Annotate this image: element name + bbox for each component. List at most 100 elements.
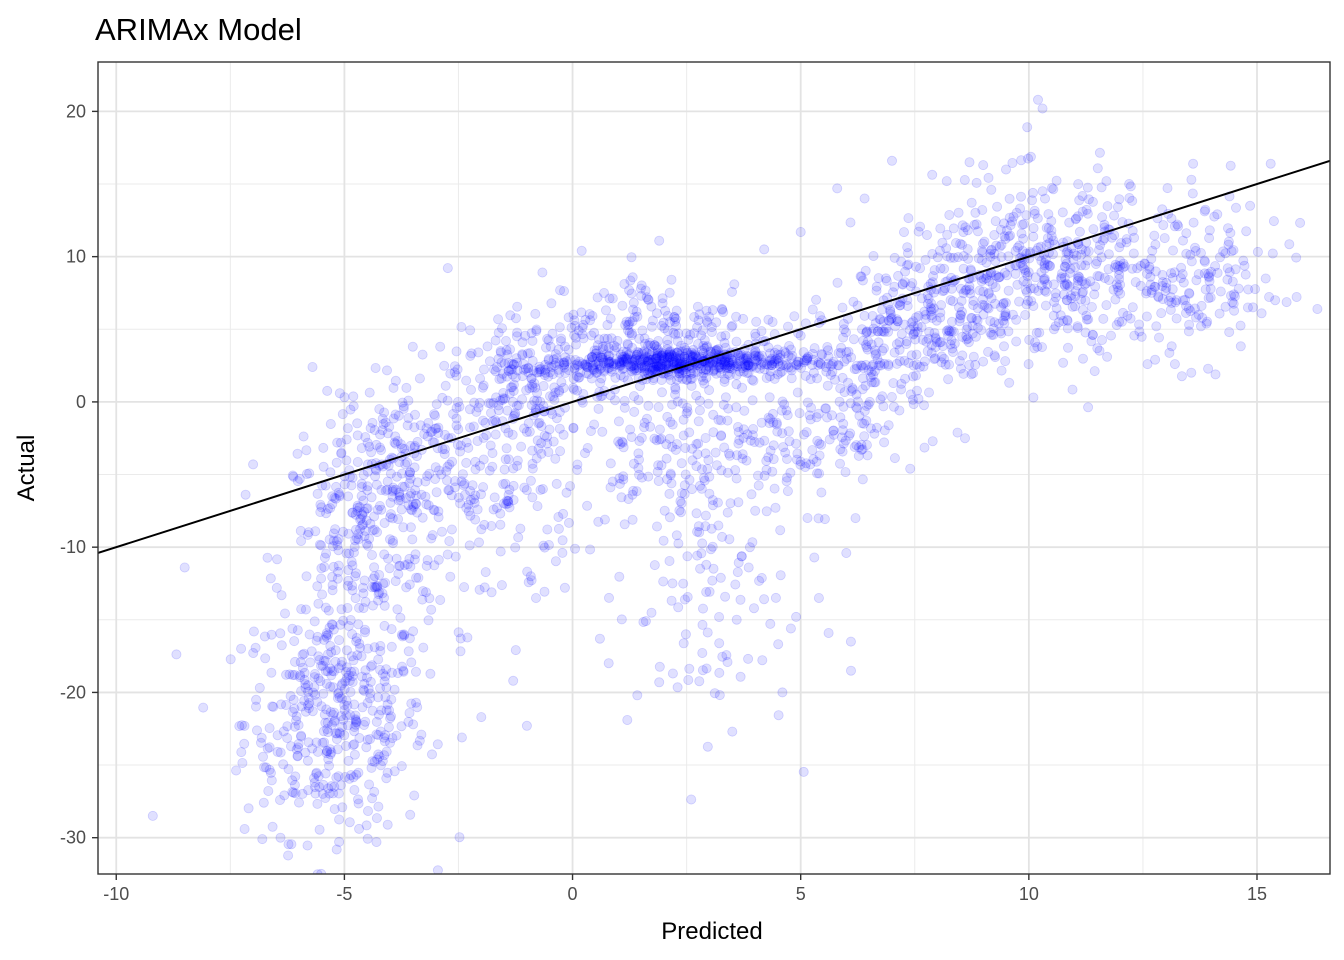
scatter-point [537, 267, 548, 278]
scatter-point [783, 350, 794, 361]
scatter-point [351, 717, 362, 728]
scatter-point [508, 379, 519, 390]
x-tick-label: 10 [1019, 884, 1039, 904]
scatter-point [465, 510, 476, 521]
scatter-point [1291, 291, 1302, 302]
scatter-point [469, 397, 480, 408]
scatter-point [449, 361, 460, 372]
scatter-point [1083, 314, 1094, 325]
scatter-point [354, 733, 365, 744]
scatter-point [900, 266, 911, 277]
scatter-point [344, 817, 355, 828]
scatter-point [1022, 122, 1033, 133]
scatter-point [373, 692, 384, 703]
scatter-point [286, 839, 297, 850]
scatter-point [378, 732, 389, 743]
scatter-point [318, 634, 329, 645]
scatter-point [986, 245, 997, 256]
scatter-point [497, 368, 508, 379]
scatter-point [397, 397, 408, 408]
scatter-point [733, 438, 744, 449]
scatter-point [730, 579, 741, 590]
scatter-point [329, 492, 340, 503]
scatter-point [531, 453, 542, 464]
scatter-point [750, 347, 761, 358]
scatter-point [733, 350, 744, 361]
scatter-point [352, 430, 363, 441]
scatter-point [333, 663, 344, 674]
scatter-point [339, 392, 350, 403]
scatter-point [900, 373, 911, 384]
scatter-point [291, 711, 302, 722]
scatter-point [318, 688, 329, 699]
scatter-point [325, 681, 336, 692]
scatter-point [1204, 232, 1215, 243]
scatter-point [404, 469, 415, 480]
scatter-point [593, 403, 604, 414]
scatter-point [510, 542, 521, 553]
scatter-point [764, 355, 775, 366]
scatter-point [606, 364, 617, 375]
scatter-point [316, 573, 327, 584]
scatter-point [342, 720, 353, 731]
scatter-point [841, 327, 852, 338]
scatter-point [553, 364, 564, 375]
scatter-point [340, 676, 351, 687]
scatter-point [789, 311, 800, 322]
scatter-point [697, 648, 708, 659]
scatter-point [304, 629, 315, 640]
scatter-point [333, 687, 344, 698]
scatter-point [321, 704, 332, 715]
scatter-point [540, 359, 551, 370]
scatter-point [455, 633, 466, 644]
scatter-point [406, 657, 417, 668]
scatter-point [367, 756, 378, 767]
scatter-point [498, 479, 509, 490]
scatter-point [568, 423, 579, 434]
scatter-point [708, 427, 719, 438]
scatter-point [595, 352, 606, 363]
scatter-point [296, 536, 307, 547]
scatter-point [1224, 267, 1235, 278]
scatter-point [503, 365, 514, 376]
scatter-point [493, 400, 504, 411]
scatter-point [757, 655, 768, 666]
scatter-point [392, 668, 403, 679]
scatter-point [774, 352, 785, 363]
scatter-point [340, 666, 351, 677]
y-axis-title: Actual [13, 435, 40, 502]
scatter-point [367, 600, 378, 611]
scatter-point [698, 603, 709, 614]
scatter-point [371, 479, 382, 490]
scatter-point [358, 720, 369, 731]
scatter-point [298, 431, 309, 442]
scatter-point [465, 384, 476, 395]
scatter-point [262, 552, 273, 563]
scatter-point [365, 518, 376, 529]
scatter-point [384, 421, 395, 432]
scatter-point [805, 459, 816, 470]
scatter-point [326, 781, 337, 792]
scatter-point [744, 542, 755, 553]
scatter-point [435, 595, 446, 606]
scatter-point [717, 303, 728, 314]
plot-panel [97, 61, 1331, 875]
scatter-point [467, 480, 478, 491]
scatter-point [382, 699, 393, 710]
y-tick-label: 0 [76, 392, 86, 412]
scatter-point [652, 350, 663, 361]
scatter-point [366, 492, 377, 503]
scatter-point [798, 766, 809, 777]
scatter-point [617, 436, 628, 447]
scatter-point [1291, 252, 1302, 263]
y-tick-label: -10 [60, 537, 86, 557]
scatter-point [445, 571, 456, 582]
scatter-point [558, 382, 569, 393]
scatter-point [339, 700, 350, 711]
scatter-point [889, 453, 900, 464]
grid-minor [98, 62, 1330, 874]
scatter-point [401, 582, 412, 593]
scatter-point [475, 489, 486, 500]
scatter-point [374, 500, 385, 511]
scatter-point [485, 398, 496, 409]
